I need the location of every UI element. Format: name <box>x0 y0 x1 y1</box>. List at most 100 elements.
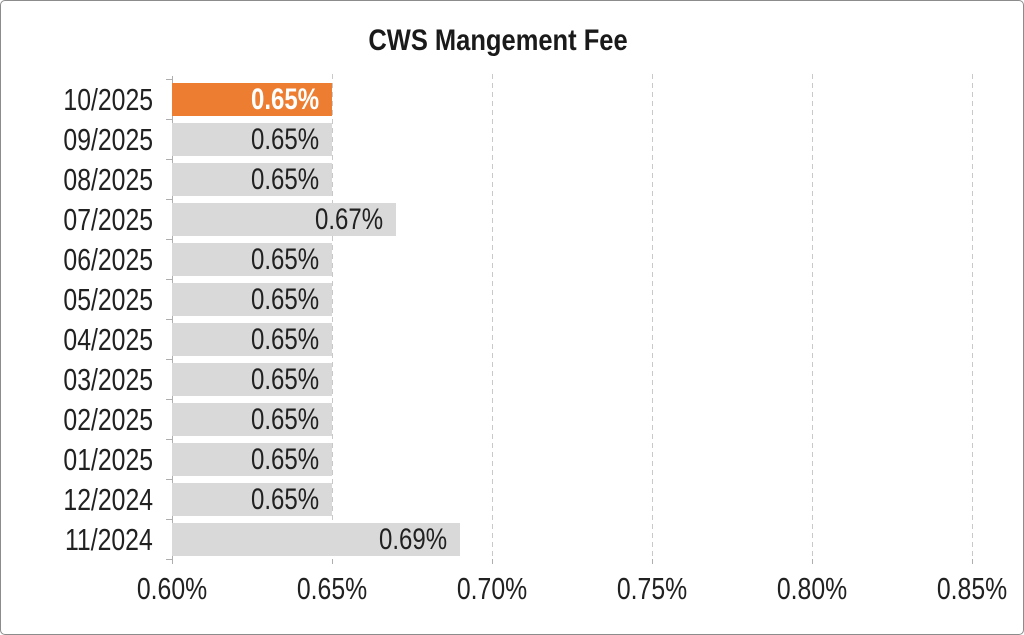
bar-row: 0.65% <box>172 399 972 439</box>
y-axis-tick <box>166 399 172 400</box>
plot-area: 0.65% 0.65% 0.65% 0.67% 0.65% 0.65% 0.65% 0.65%… <box>166 74 973 566</box>
bar: 0.65% <box>172 283 332 316</box>
x-tick-label: 0.70% <box>448 571 536 606</box>
bar: 0.65% <box>172 403 332 436</box>
value-axis: 0.60% 0.65% 0.70% 0.75% 0.80% 0.85% <box>1 571 1023 606</box>
chart-title: CWS Mangement Fee <box>345 26 650 56</box>
bar: 0.65% <box>172 243 332 276</box>
category-label-text: 10/2025 <box>63 81 153 117</box>
x-tick-label: 0.80% <box>768 571 856 606</box>
bar: 0.65% <box>172 323 332 356</box>
x-tick-label-text: 0.60% <box>136 571 208 606</box>
gridline <box>652 74 653 559</box>
bar-row: 0.65% <box>172 439 972 479</box>
x-axis-tick <box>652 559 653 564</box>
category-label-text: 08/2025 <box>63 161 153 197</box>
y-axis-tick <box>166 199 172 200</box>
category-label: 10/2025 <box>1 79 153 119</box>
y-axis-tick <box>166 519 172 520</box>
category-axis: 10/2025 09/2025 08/2025 07/2025 06/2025 05/20… <box>1 79 153 559</box>
bar: 0.67% <box>172 203 396 236</box>
category-label: 01/2025 <box>1 439 153 479</box>
x-tick-label-text: 0.65% <box>296 571 368 606</box>
bar: 0.65% <box>172 363 332 396</box>
category-label: 02/2025 <box>1 399 153 439</box>
category-label: 07/2025 <box>1 199 153 239</box>
y-axis-tick <box>166 279 172 280</box>
x-axis-tick <box>812 559 813 564</box>
y-axis-tick <box>166 439 172 440</box>
category-label-text: 01/2025 <box>63 441 153 477</box>
category-label: 04/2025 <box>1 319 153 359</box>
x-axis-tick <box>492 559 493 564</box>
category-label: 12/2024 <box>1 479 153 519</box>
category-label: 08/2025 <box>1 159 153 199</box>
bar-row: 0.65% <box>172 479 972 519</box>
bar: 0.65% <box>172 83 332 116</box>
category-label-text: 03/2025 <box>63 361 153 397</box>
bar-value-label: 0.65% <box>250 442 319 476</box>
x-tick-label-text: 0.70% <box>456 571 528 606</box>
chart-title-text: CWS Mangement Fee <box>368 24 628 57</box>
category-label: 06/2025 <box>1 239 153 279</box>
x-tick-label: 0.65% <box>288 571 376 606</box>
x-axis-tick <box>172 559 173 564</box>
x-axis-tick <box>972 559 973 564</box>
y-axis-tick <box>166 79 172 80</box>
y-axis-tick <box>166 359 172 360</box>
category-label-text: 04/2025 <box>63 321 153 357</box>
x-tick-label-text: 0.75% <box>616 571 688 606</box>
bar-value-label: 0.65% <box>250 482 319 516</box>
x-tick-label-text: 0.85% <box>936 571 1008 606</box>
y-axis-tick <box>166 559 172 560</box>
y-axis-tick <box>166 119 172 120</box>
x-tick-label: 0.75% <box>608 571 696 606</box>
bar-row: 0.69% <box>172 519 972 559</box>
bar-value-label: 0.67% <box>314 202 383 236</box>
y-axis-tick <box>166 159 172 160</box>
category-label-text: 06/2025 <box>63 241 153 277</box>
category-label: 09/2025 <box>1 119 153 159</box>
bar-value-label: 0.69% <box>378 522 447 556</box>
bar: 0.65% <box>172 123 332 156</box>
x-axis-tick <box>332 559 333 564</box>
category-label: 05/2025 <box>1 279 153 319</box>
category-label-text: 11/2024 <box>65 521 153 557</box>
bar-value-label: 0.65% <box>250 162 319 196</box>
gridline <box>972 74 973 559</box>
x-tick-label-text: 0.80% <box>776 571 848 606</box>
bar-value-label: 0.65% <box>250 122 319 156</box>
gridline <box>332 74 333 559</box>
gridline <box>492 74 493 559</box>
bar-row: 0.65% <box>172 279 972 319</box>
category-label-text: 09/2025 <box>63 121 153 157</box>
bar-value-label: 0.65% <box>250 242 319 276</box>
bar-row: 0.67% <box>172 199 972 239</box>
category-label: 11/2024 <box>1 519 153 559</box>
bar: 0.65% <box>172 443 332 476</box>
bar-value-label: 0.65% <box>250 402 319 436</box>
bar-value-label: 0.65% <box>250 322 319 356</box>
category-label: 03/2025 <box>1 359 153 399</box>
y-axis-tick <box>166 319 172 320</box>
category-label-text: 02/2025 <box>63 401 153 437</box>
bar: 0.69% <box>172 523 460 556</box>
bar: 0.65% <box>172 163 332 196</box>
y-axis-line <box>172 76 173 559</box>
gridline <box>812 74 813 559</box>
bar-row: 0.65% <box>172 359 972 399</box>
category-label-text: 05/2025 <box>63 281 153 317</box>
y-axis-tick <box>166 239 172 240</box>
bar-row: 0.65% <box>172 159 972 199</box>
bar-row: 0.65% <box>172 319 972 359</box>
category-label-text: 12/2024 <box>63 481 153 517</box>
category-label-text: 07/2025 <box>63 201 153 237</box>
bar-value-label: 0.65% <box>250 282 319 316</box>
bar-value-label: 0.65% <box>250 362 319 396</box>
bar-value-label: 0.65% <box>250 82 319 116</box>
bar-row: 0.65% <box>172 79 972 119</box>
x-tick-label: 0.60% <box>128 571 216 606</box>
y-axis-tick <box>166 479 172 480</box>
bar-row: 0.65% <box>172 119 972 159</box>
